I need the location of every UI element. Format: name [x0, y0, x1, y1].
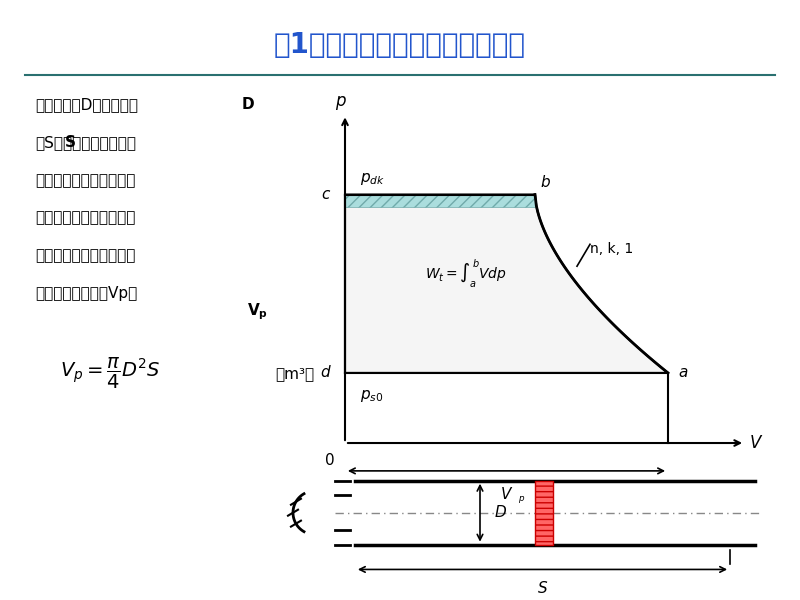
Text: p: p	[334, 92, 346, 110]
Text: S: S	[538, 581, 547, 596]
Text: 气缸中排出的气体容积等: 气缸中排出的气体容积等	[35, 211, 135, 226]
Polygon shape	[345, 194, 668, 373]
Text: S: S	[65, 135, 76, 150]
Text: $_p$: $_p$	[518, 493, 526, 506]
Text: （m³）: （m³）	[275, 366, 314, 381]
Polygon shape	[345, 194, 535, 208]
Text: $V_p = \dfrac{\pi}{4} D^2 S$: $V_p = \dfrac{\pi}{4} D^2 S$	[60, 356, 161, 391]
Text: b: b	[540, 175, 550, 190]
Text: D: D	[242, 97, 254, 112]
Text: $p_{dk}$: $p_{dk}$	[360, 170, 385, 187]
Text: d: d	[320, 365, 330, 380]
Text: a: a	[678, 365, 687, 380]
Text: 于活塞移动一个行程所扫: 于活塞移动一个行程所扫	[35, 248, 135, 263]
Text: D: D	[495, 505, 506, 520]
Text: $\mathbf{V_p}$: $\mathbf{V_p}$	[247, 301, 268, 322]
Text: 0: 0	[326, 453, 335, 468]
Text: 隙容积为零，每一循环从: 隙容积为零，每一循环从	[35, 173, 135, 188]
Text: 气缸直径为D，活塞行程: 气缸直径为D，活塞行程	[35, 97, 138, 112]
Text: $W_t = \int_a^b Vdp$: $W_t = \int_a^b Vdp$	[425, 257, 506, 290]
Text: 为S，在理想状况下，余: 为S，在理想状况下，余	[35, 135, 136, 150]
Text: n, k, 1: n, k, 1	[590, 242, 634, 256]
Text: c: c	[322, 187, 330, 202]
Text: $p_{s0}$: $p_{s0}$	[360, 388, 383, 404]
Text: （1）往复式压缩机的理论输气量: （1）往复式压缩机的理论输气量	[274, 31, 526, 59]
Text: $V$: $V$	[500, 486, 513, 502]
Text: V: V	[750, 434, 762, 452]
Bar	[535, 481, 553, 545]
Text: 过的气缸工作容积Vp。: 过的气缸工作容积Vp。	[35, 286, 138, 301]
